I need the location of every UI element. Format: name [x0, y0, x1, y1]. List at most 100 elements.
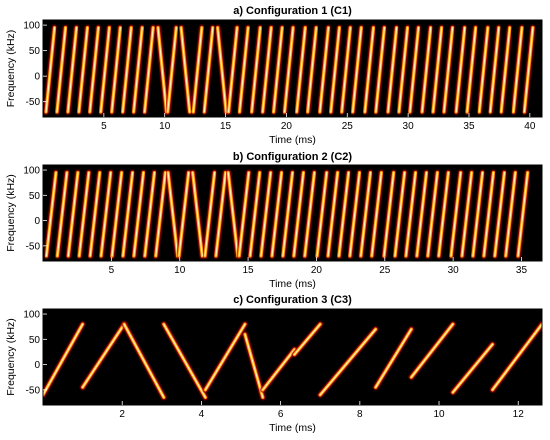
chirp-trace: [65, 169, 81, 259]
chirp-trace: [396, 24, 411, 115]
x-tick-label: 30: [403, 121, 415, 132]
chirp-trace: [487, 24, 502, 115]
chart-title: c) Configuration 3 (C3): [233, 294, 352, 306]
y-tick-label: 100: [23, 21, 40, 32]
chirp-trace: [155, 24, 170, 115]
chirp-trace: [142, 169, 158, 259]
x-tick-label: 25: [342, 121, 354, 132]
plot-area: [43, 309, 542, 405]
chirp-trace: [119, 24, 134, 115]
chirp-trace: [258, 169, 274, 259]
chirp-trace: [109, 169, 125, 259]
chirp-trace: [153, 169, 169, 259]
chirp-trace: [87, 169, 103, 259]
chirp-trace: [425, 169, 441, 259]
chirp-trace: [436, 169, 452, 259]
chirp-trace: [453, 24, 468, 115]
chirp-trace: [470, 169, 486, 259]
chart-panel-2: b) Configuration 2 (C2) 100 50 0 -50 5 10 15 20 2…: [5, 151, 543, 290]
chirp-trace: [165, 169, 181, 259]
y-axis-label: Frequency (kHz): [5, 318, 17, 396]
x-tick-label: 20: [311, 265, 323, 276]
chart-panel-1: a) Configuration 1 (C1) 100 50 0 -50 5 10 15 20 2…: [5, 5, 543, 146]
chirp-trace: [459, 169, 475, 259]
chirp-trace: [362, 24, 377, 115]
x-tick-label: 35: [516, 265, 528, 276]
chart-title: b) Configuration 2 (C2): [233, 151, 352, 163]
spectrogram-traces: [43, 321, 542, 401]
chirp-trace: [131, 169, 147, 259]
x-tick-label: 40: [524, 121, 536, 132]
plot-frame: [42, 19, 543, 118]
plot-frame: [42, 164, 543, 262]
x-tick-label: 5: [109, 265, 115, 276]
chirp-trace: [225, 24, 240, 115]
sweep-trace: [43, 321, 86, 398]
chirp-trace: [325, 169, 341, 259]
chirp-trace: [419, 24, 434, 115]
y-tick-label: -50: [26, 241, 41, 252]
chirp-trace: [213, 169, 229, 259]
chirp-trace: [201, 24, 216, 115]
y-tick-label: -50: [26, 385, 41, 396]
x-tick-label: 2: [119, 409, 125, 420]
y-tick-label: 100: [23, 166, 40, 177]
chirp-trace: [54, 169, 70, 259]
sweep-trace: [161, 321, 209, 401]
x-tick-label: 20: [281, 121, 293, 132]
chirp-trace: [515, 169, 531, 259]
chirp-trace: [441, 24, 456, 115]
chirp-trace: [414, 169, 430, 259]
sweep-trace: [202, 321, 248, 393]
chirp-trace: [317, 24, 332, 115]
chirp-trace: [448, 169, 464, 259]
chirp-trace: [141, 24, 156, 115]
y-tick-label: -50: [26, 97, 41, 108]
chirp-trace: [403, 169, 419, 259]
x-tick-label: 30: [448, 265, 460, 276]
chirp-trace: [87, 24, 102, 115]
chart-panel-3: c) Configuration 3 (C3) 100 50 0 -50 2 4 6 8 10 12…: [5, 294, 543, 434]
chirp-trace: [481, 169, 497, 259]
chirp-trace: [347, 169, 363, 259]
chirp-trace: [328, 24, 343, 115]
chirp-trace: [248, 24, 263, 115]
chirp-trace: [373, 24, 388, 115]
chirp-trace: [291, 169, 307, 259]
chirp-trace: [178, 24, 193, 115]
chirp-trace: [294, 24, 309, 115]
x-tick-label: 5: [101, 121, 107, 132]
chirp-trace: [190, 24, 205, 115]
x-axis-label: Time (ms): [269, 422, 316, 434]
x-tick-label: 10: [433, 409, 445, 420]
y-tick-label: 50: [29, 191, 41, 202]
chirp-trace: [214, 24, 229, 115]
chirp-trace: [304, 24, 319, 115]
sweep-trace: [372, 326, 415, 391]
sweep-trace: [242, 331, 266, 401]
chirp-trace: [492, 169, 508, 259]
sweep-trace: [260, 346, 298, 393]
chirp-trace: [521, 24, 536, 115]
y-tick-label: 0: [34, 216, 40, 227]
sweep-trace: [79, 321, 127, 391]
x-tick-label: 8: [357, 409, 363, 420]
x-tick-label: 15: [243, 265, 255, 276]
chirp-trace: [358, 169, 374, 259]
chirp-trace: [202, 169, 218, 259]
chirp-trace: [165, 24, 180, 115]
chirp-trace: [281, 24, 296, 115]
x-tick-label: 4: [199, 409, 205, 420]
chirp-trace: [339, 24, 354, 115]
chirp-trace: [476, 24, 491, 115]
sweep-trace: [489, 321, 542, 393]
chirp-trace: [176, 169, 192, 259]
y-tick-label: 50: [29, 335, 41, 346]
chirp-trace: [76, 24, 91, 115]
y-axis-label: Frequency (kHz): [5, 30, 17, 108]
chirp-trace: [503, 169, 519, 259]
sweep-trace: [450, 341, 496, 396]
y-tick-label: 0: [34, 72, 40, 83]
chirp-trace: [43, 24, 58, 115]
